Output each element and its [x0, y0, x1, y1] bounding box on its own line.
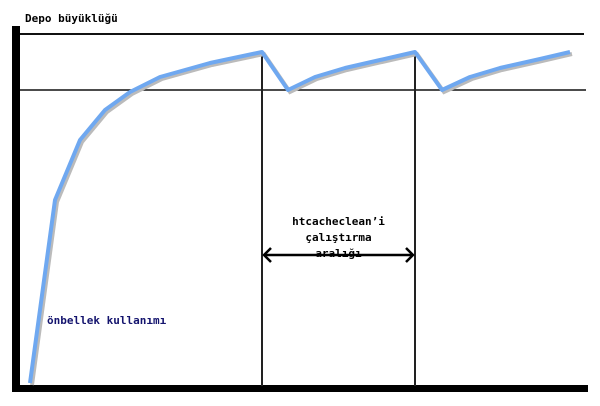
interval-label-line: htcacheclean’i	[292, 215, 385, 228]
y-axis	[12, 26, 20, 392]
interval-label-line: aralığı	[315, 247, 362, 260]
cache-usage-curve	[28, 50, 571, 384]
x-axis	[12, 385, 588, 392]
curve-shadow	[30, 51, 573, 386]
interval-arrow	[262, 247, 415, 263]
y-axis-label: Depo büyüklüğü	[25, 12, 118, 25]
curve-label: önbellek kullanımı	[47, 314, 167, 327]
interval-label: htcacheclean’i çalıştırma aralığı	[262, 214, 415, 262]
interval-label-line: çalıştırma	[305, 231, 372, 244]
